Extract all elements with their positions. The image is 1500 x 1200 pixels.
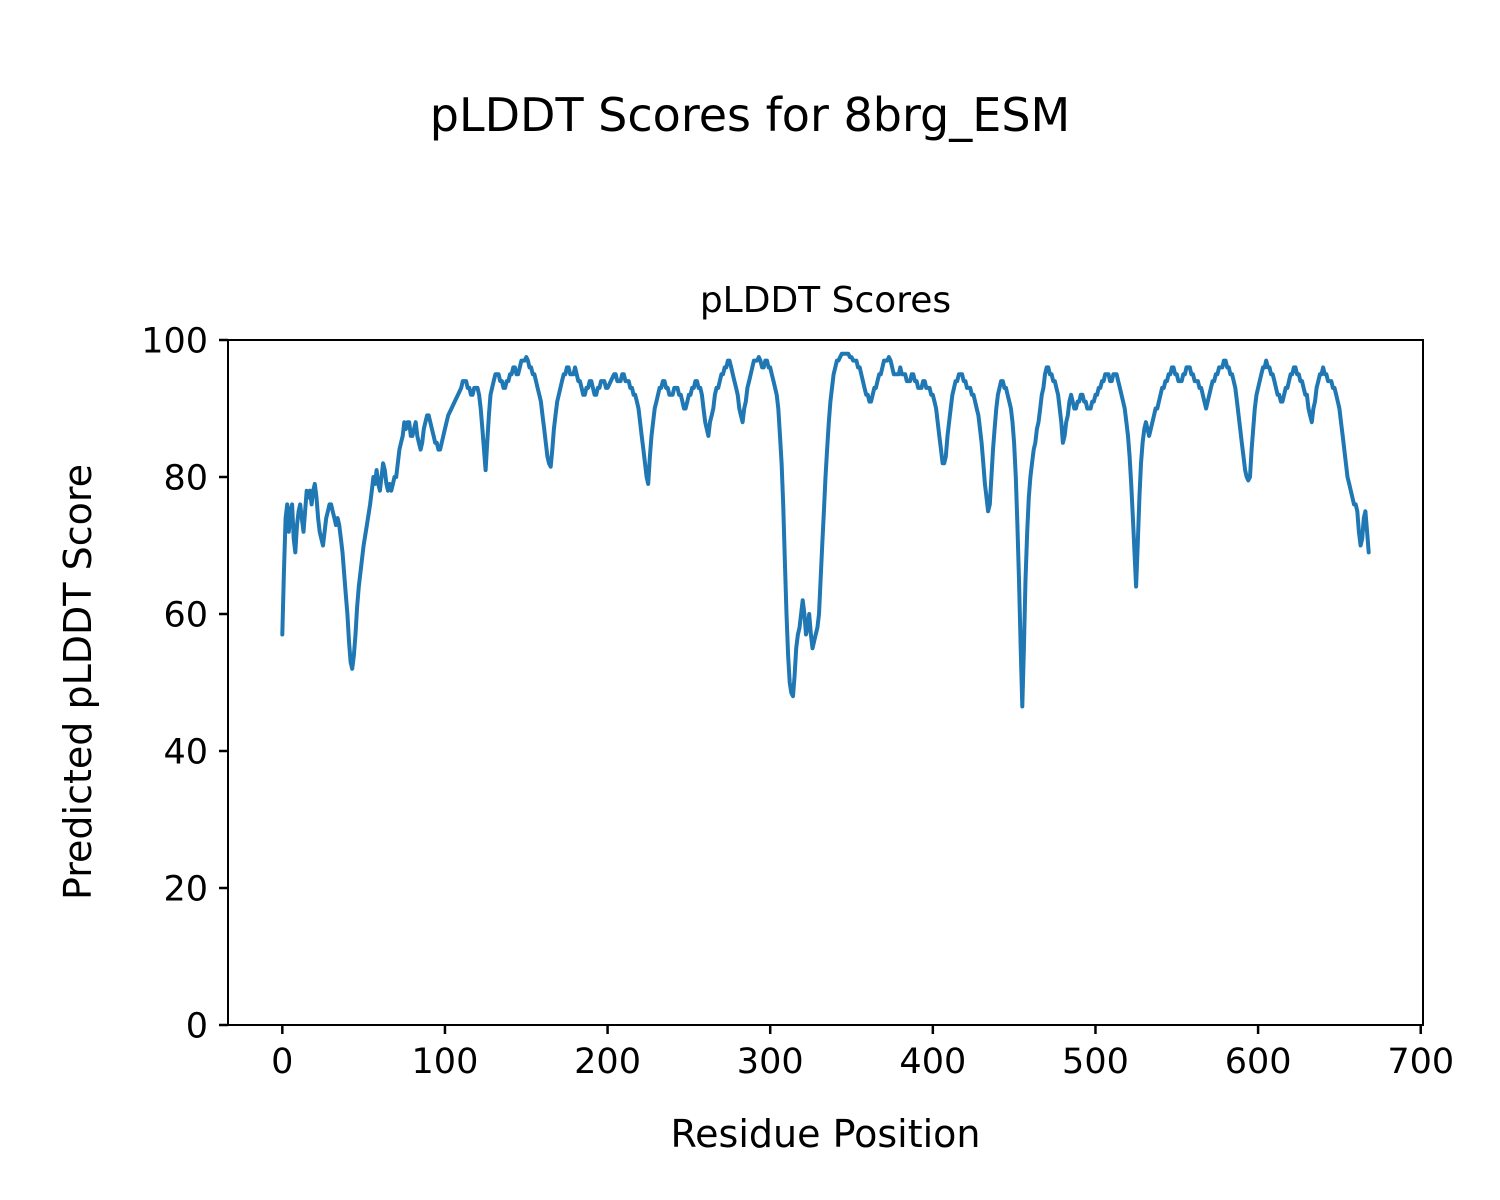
y-tick-label: 60 xyxy=(163,596,208,636)
x-tick-label: 300 xyxy=(737,1042,804,1082)
plddt-line xyxy=(280,351,1371,709)
x-tick-label: 600 xyxy=(1225,1042,1292,1082)
suptitle: pLDDT Scores for 8brg_ESM xyxy=(429,88,1071,142)
x-tick-label: 200 xyxy=(574,1042,641,1082)
plot-frame xyxy=(227,339,1424,1026)
x-tick-label: 700 xyxy=(1387,1042,1454,1082)
y-tick-label: 0 xyxy=(186,1007,208,1047)
y-tick-label: 20 xyxy=(163,870,208,910)
y-tick-label: 80 xyxy=(163,459,208,499)
x-tick-label: 0 xyxy=(271,1042,293,1082)
axes-title: pLDDT Scores xyxy=(699,280,952,321)
y-tick-label: 40 xyxy=(163,733,208,773)
y-tick-label: 100 xyxy=(141,322,208,362)
x-tick-label: 500 xyxy=(1062,1042,1129,1082)
x-tick-label: 100 xyxy=(412,1042,479,1082)
x-axis-label: Residue Position xyxy=(670,1112,981,1156)
x-tick-label: 400 xyxy=(899,1042,966,1082)
